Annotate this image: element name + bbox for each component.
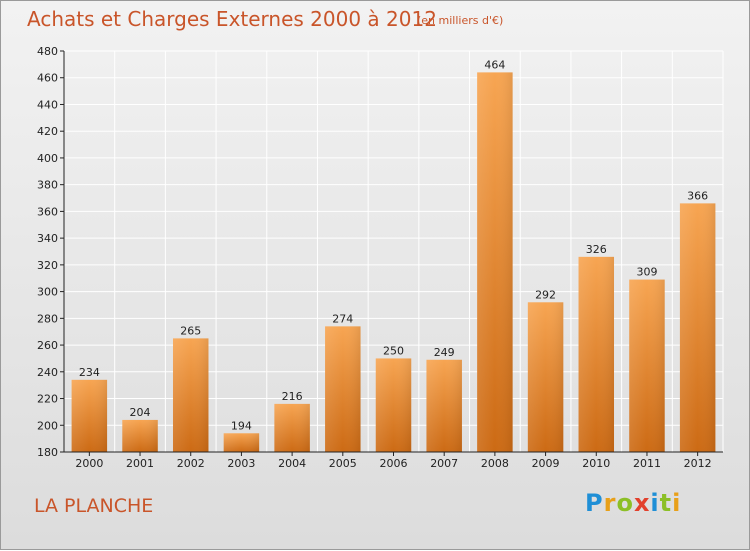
- bars: [71, 72, 716, 453]
- logo-letter: i: [650, 489, 660, 517]
- y-tick-label: 340: [37, 232, 58, 245]
- bar-shade: [172, 338, 209, 452]
- y-tick-label: 380: [37, 179, 58, 192]
- x-tick-label: 2010: [582, 457, 610, 470]
- chart-title: Achats et Charges Externes 2000 à 2012: [27, 7, 437, 31]
- y-tick-label: 240: [37, 366, 58, 379]
- data-label: 292: [535, 288, 556, 301]
- bar-shade: [629, 279, 665, 452]
- logo-letter: x: [633, 489, 651, 517]
- data-label: 234: [79, 366, 100, 379]
- y-tick-label: 260: [37, 339, 58, 352]
- y-tick-label: 400: [37, 152, 58, 165]
- bar-shade: [426, 359, 462, 452]
- bar-shade: [71, 379, 108, 452]
- x-tick-label: 2009: [532, 457, 560, 470]
- y-tick-label: 300: [37, 286, 58, 299]
- bar-shade: [477, 72, 513, 453]
- y-tick-label: 360: [37, 205, 58, 218]
- data-label: 249: [434, 346, 455, 359]
- x-tick-label: 2011: [633, 457, 661, 470]
- data-label: 326: [586, 243, 607, 256]
- bar-shade: [223, 433, 260, 452]
- x-tick-label: 2001: [126, 457, 154, 470]
- bar-shade: [274, 403, 310, 452]
- commune-name: LA PLANCHE: [34, 495, 154, 517]
- data-label: 204: [130, 406, 151, 419]
- x-tick-label: 2002: [177, 457, 205, 470]
- y-tick-label: 480: [37, 45, 58, 58]
- y-tick-label: 440: [37, 98, 58, 111]
- bar-shade: [679, 203, 716, 452]
- logo-letter: o: [616, 489, 634, 517]
- y-tick-label: 420: [37, 125, 58, 138]
- x-tick-label: 2007: [430, 457, 458, 470]
- x-tick-label: 2004: [278, 457, 306, 470]
- x-tick-label: 2006: [380, 457, 408, 470]
- x-tick-label: 2003: [227, 457, 255, 470]
- y-tick-label: 320: [37, 259, 58, 272]
- bar-shade: [527, 302, 564, 452]
- y-tick-label: 220: [37, 393, 58, 406]
- x-tick-label: 2012: [684, 457, 712, 470]
- y-tick-label: 200: [37, 419, 58, 432]
- x-tick-label: 2005: [329, 457, 357, 470]
- bar-shade: [122, 419, 158, 452]
- logo-letter: i: [672, 489, 682, 517]
- bar-shade: [375, 358, 412, 452]
- labels: 180 200 220 240 260 280 300 320 340 360 380 400 420 4…: [37, 45, 712, 470]
- x-tick-label: 2008: [481, 457, 509, 470]
- logo-letter: P: [585, 489, 604, 517]
- axes: [60, 50, 723, 456]
- data-label: 250: [383, 344, 404, 357]
- y-tick-label: 460: [37, 72, 58, 85]
- data-label: 274: [332, 312, 353, 325]
- data-label: 265: [180, 324, 201, 337]
- data-label: 464: [484, 58, 505, 71]
- y-tick-label: 280: [37, 312, 58, 325]
- proxiti-logo: Proxiti: [585, 489, 681, 517]
- data-label: 366: [687, 189, 708, 202]
- data-label: 194: [231, 419, 252, 432]
- y-tick-label: 180: [37, 446, 58, 459]
- bar-shade: [325, 326, 361, 452]
- x-tick-label: 2000: [75, 457, 103, 470]
- logo-letter: t: [659, 489, 673, 517]
- data-label: 309: [636, 266, 657, 279]
- data-label: 216: [282, 390, 303, 403]
- chart-subtitle: (en milliers d'€): [417, 14, 504, 27]
- bar-shade: [578, 256, 615, 452]
- logo-letter: r: [603, 489, 617, 517]
